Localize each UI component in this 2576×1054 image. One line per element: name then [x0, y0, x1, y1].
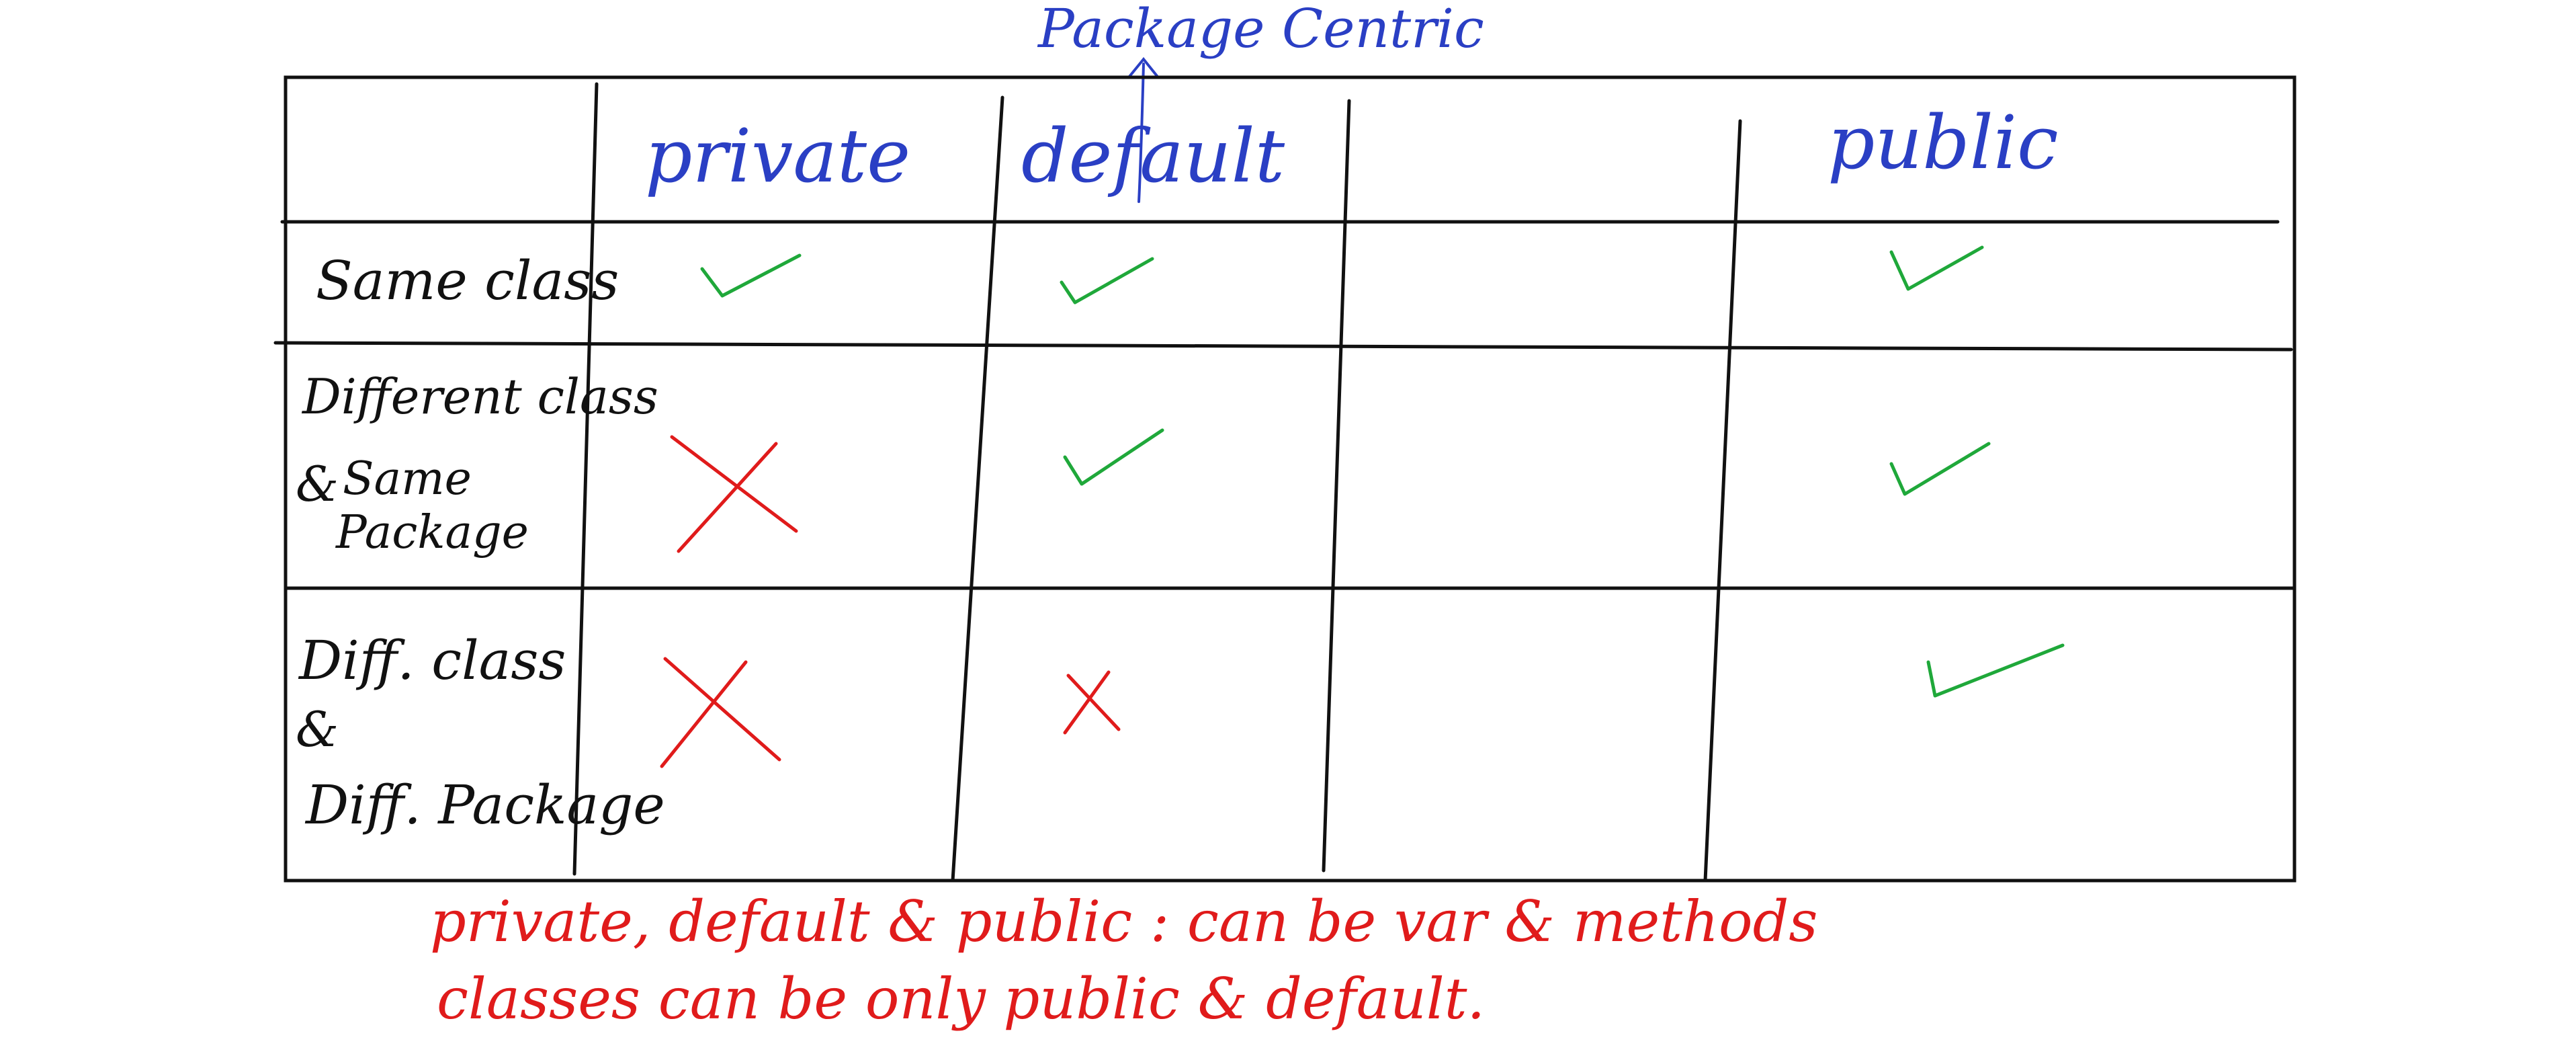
table-grid — [273, 75, 2296, 883]
arrow-up-icon — [1127, 56, 1158, 203]
cross-icon — [670, 435, 798, 553]
package-centric-label: Package Centric — [1037, 0, 1484, 60]
check-icon — [1063, 428, 1164, 486]
col-divider-1 — [572, 82, 599, 876]
row-label-diff-class-line1: Different class — [301, 368, 658, 425]
cell-marks — [660, 245, 2065, 768]
check-icon — [1926, 643, 2065, 698]
check-icon — [1060, 257, 1154, 305]
table-header: private default public — [645, 99, 2059, 199]
cross-icon — [660, 657, 781, 768]
check-icon — [1889, 442, 1991, 496]
row-labels: Same class Different class & Same Packag… — [296, 249, 665, 836]
note-line-1: private, default & public : can be var &… — [430, 889, 1818, 955]
notes: private, default & public : can be var &… — [430, 889, 1818, 1032]
note-line-2: classes can be only public & default. — [437, 966, 1485, 1032]
column-header-default: default — [1021, 113, 1285, 199]
row-label-diff-package-line1: Diff. class — [298, 629, 566, 692]
cross-icon — [1063, 670, 1121, 735]
col-divider-2 — [951, 95, 1004, 883]
check-icon — [1889, 245, 1984, 291]
check-icon — [700, 253, 802, 298]
col-divider-3 — [1322, 99, 1351, 873]
column-header-public: public — [1828, 99, 2059, 186]
row-label-diff-class-line2: & — [296, 456, 339, 512]
row-label-same-class: Same class — [316, 249, 619, 312]
row-label-diff-package-line3: Diff. Package — [304, 774, 665, 836]
column-header-private: private — [645, 113, 910, 199]
col-divider-4 — [1703, 119, 1742, 883]
row-label-diff-class-line4: Package — [335, 506, 529, 559]
row-label-diff-class-line3: Same — [343, 452, 472, 505]
table-border — [284, 75, 2296, 883]
row-label-diff-package-line2: & — [296, 701, 339, 758]
row-divider-2 — [273, 341, 2293, 352]
